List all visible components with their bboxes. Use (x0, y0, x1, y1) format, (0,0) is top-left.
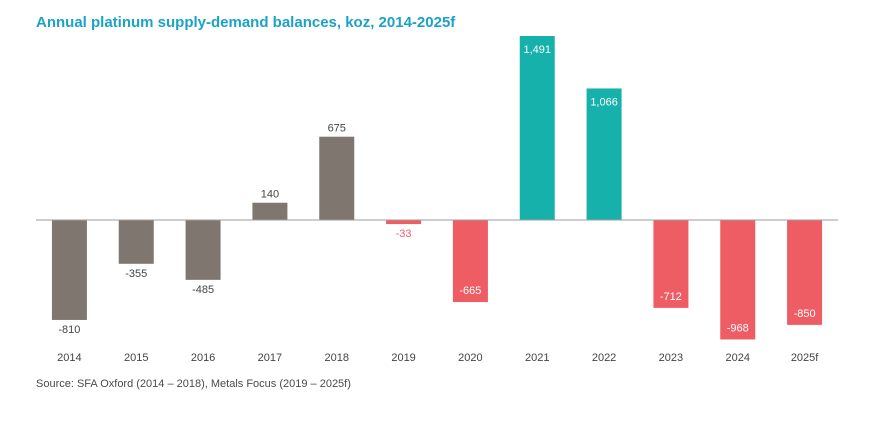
data-label-2021: 1,491 (523, 44, 551, 56)
data-label-2022: 1,066 (590, 96, 618, 108)
bar-2015 (118, 220, 154, 264)
x-tick-2024: 2024 (726, 352, 750, 364)
data-label-2023: -712 (660, 291, 682, 303)
bar-2014 (51, 220, 87, 320)
bar-2020 (452, 220, 488, 303)
bar-2021 (519, 36, 555, 220)
bar-2025f (787, 220, 823, 325)
source-note: Source: SFA Oxford (2014 – 2018), Metals… (36, 378, 351, 390)
bars-group (51, 36, 823, 340)
x-tick-2025f: 2025f (791, 352, 819, 364)
bar-2019 (386, 220, 422, 225)
bar-2018 (319, 136, 355, 220)
bar-2022 (586, 88, 622, 220)
bar-2017 (252, 202, 288, 220)
x-tick-2022: 2022 (592, 352, 616, 364)
data-label-2024: -968 (727, 322, 749, 334)
data-label-2025f: -850 (794, 308, 816, 320)
x-tick-2019: 2019 (391, 352, 415, 364)
bar-2016 (185, 220, 221, 280)
data-label-2019: -33 (396, 228, 412, 240)
x-tick-2015: 2015 (124, 352, 148, 364)
bar-2023 (653, 220, 689, 308)
data-labels-group: -810 -355 -485 140 675 -33 -665 1,491 1,066 -712 -… (58, 44, 815, 336)
bar-2024 (720, 220, 756, 340)
x-axis-ticks: 2014 2015 2016 2017 2018 2019 2020 2021 2022 2023… (57, 352, 819, 364)
chart-title: Annual platinum supply-demand balances, … (36, 14, 456, 31)
data-label-2015: -355 (125, 268, 147, 280)
x-tick-2017: 2017 (258, 352, 282, 364)
data-label-2020: -665 (459, 285, 481, 297)
x-tick-2018: 2018 (325, 352, 349, 364)
x-tick-2014: 2014 (57, 352, 81, 364)
x-tick-2021: 2021 (525, 352, 549, 364)
data-label-2014: -810 (58, 324, 80, 336)
x-tick-2016: 2016 (191, 352, 215, 364)
data-label-2018: 675 (328, 123, 346, 135)
x-tick-2020: 2020 (458, 352, 482, 364)
x-tick-2023: 2023 (659, 352, 683, 364)
data-label-2016: -485 (192, 284, 214, 296)
data-label-2017: 140 (261, 189, 279, 201)
